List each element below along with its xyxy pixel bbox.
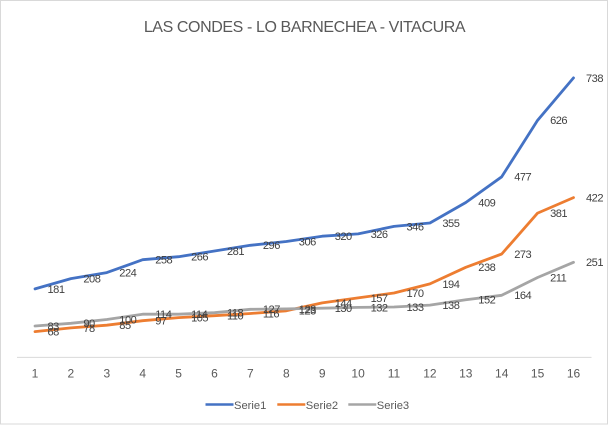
svg-text:114: 114 (191, 309, 208, 321)
svg-text:258: 258 (155, 255, 172, 267)
svg-text:355: 355 (442, 218, 459, 230)
svg-text:346: 346 (407, 221, 424, 233)
svg-text:11: 11 (388, 366, 401, 380)
svg-text:127: 127 (263, 304, 280, 316)
svg-text:110: 110 (227, 311, 244, 323)
svg-text:273: 273 (514, 249, 531, 261)
svg-text:626: 626 (550, 115, 567, 127)
svg-text:306: 306 (299, 236, 316, 248)
svg-text:170: 170 (407, 288, 424, 300)
svg-text:Serie1: Serie1 (234, 400, 266, 412)
svg-text:97: 97 (155, 316, 167, 328)
svg-text:68: 68 (48, 327, 60, 339)
svg-text:208: 208 (83, 274, 100, 286)
svg-text:211: 211 (550, 272, 567, 284)
svg-text:251: 251 (586, 257, 603, 269)
svg-text:15: 15 (531, 366, 545, 380)
svg-text:738: 738 (586, 73, 603, 85)
svg-text:90: 90 (83, 318, 95, 330)
svg-text:4: 4 (139, 366, 146, 380)
svg-text:152: 152 (478, 295, 495, 307)
svg-text:422: 422 (586, 193, 603, 205)
svg-text:5: 5 (175, 366, 182, 380)
svg-text:116: 116 (263, 308, 280, 320)
svg-text:144: 144 (335, 298, 352, 310)
svg-text:296: 296 (263, 240, 280, 252)
svg-text:85: 85 (119, 320, 131, 332)
svg-text:9: 9 (319, 366, 326, 380)
svg-text:6: 6 (211, 366, 218, 380)
svg-text:8: 8 (283, 366, 290, 380)
svg-text:381: 381 (550, 208, 567, 220)
svg-text:326: 326 (371, 229, 388, 241)
svg-text:114: 114 (155, 309, 172, 321)
svg-text:266: 266 (191, 252, 208, 264)
svg-text:157: 157 (371, 293, 388, 305)
svg-text:118: 118 (227, 308, 244, 320)
svg-text:130: 130 (335, 303, 352, 315)
svg-text:2: 2 (68, 366, 75, 380)
svg-text:LAS CONDES - LO BARNECHEA - VI: LAS CONDES - LO BARNECHEA - VITACURA (144, 19, 466, 36)
svg-text:13: 13 (459, 366, 473, 380)
svg-text:194: 194 (442, 279, 459, 291)
svg-text:238: 238 (478, 262, 495, 274)
svg-text:Serie2: Serie2 (306, 400, 338, 412)
svg-text:164: 164 (514, 290, 531, 302)
svg-text:128: 128 (299, 304, 316, 316)
svg-text:16: 16 (567, 366, 581, 380)
svg-text:409: 409 (478, 197, 495, 209)
svg-text:105: 105 (191, 313, 208, 325)
svg-text:12: 12 (423, 366, 437, 380)
svg-text:14: 14 (495, 366, 509, 380)
svg-text:100: 100 (119, 314, 136, 326)
svg-text:281: 281 (227, 246, 244, 258)
svg-text:138: 138 (442, 300, 459, 312)
svg-text:7: 7 (247, 366, 254, 380)
svg-text:477: 477 (514, 172, 531, 184)
svg-text:320: 320 (335, 231, 352, 243)
svg-text:Serie3: Serie3 (377, 400, 409, 412)
svg-text:10: 10 (351, 366, 365, 380)
svg-text:83: 83 (48, 321, 60, 333)
svg-text:181: 181 (48, 284, 65, 296)
svg-text:224: 224 (119, 268, 136, 280)
svg-text:3: 3 (103, 366, 110, 380)
svg-text:78: 78 (83, 323, 95, 335)
svg-text:1: 1 (32, 366, 39, 380)
svg-text:132: 132 (371, 302, 388, 314)
svg-text:133: 133 (407, 302, 424, 314)
svg-text:123: 123 (299, 306, 316, 318)
